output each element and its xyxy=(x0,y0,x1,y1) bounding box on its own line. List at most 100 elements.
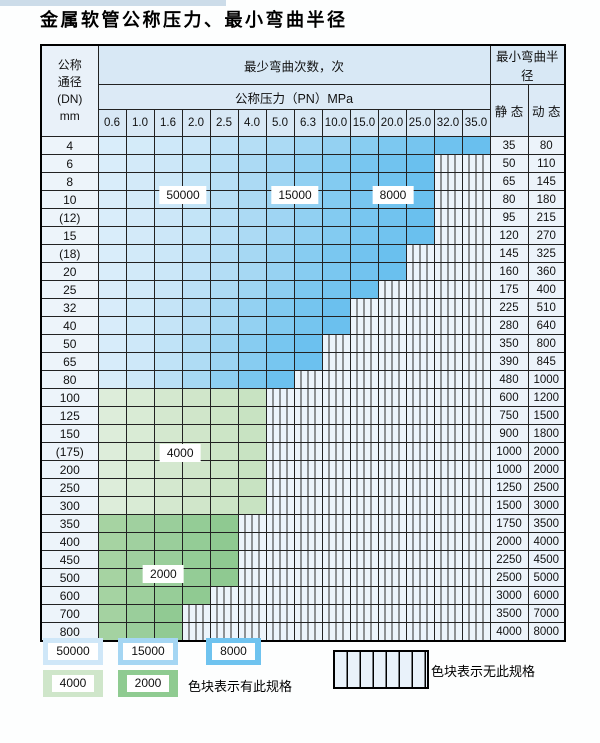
no-spec-cell xyxy=(461,550,491,569)
no-spec-cell xyxy=(433,154,463,173)
no-spec-cell xyxy=(377,406,407,425)
table-row: 40 280 640 xyxy=(40,316,566,335)
static-radius-value: 3000 xyxy=(489,586,529,605)
spec-available-cell xyxy=(181,280,211,299)
spec-available-cell xyxy=(97,622,127,642)
no-spec-cell xyxy=(349,442,379,461)
spec-available-cell xyxy=(125,334,155,353)
spec-available-cell xyxy=(377,154,407,173)
spec-available-cell xyxy=(125,298,155,317)
static-column-header: 静 态 xyxy=(489,84,529,137)
spec-available-cell xyxy=(97,460,127,479)
no-spec-cell xyxy=(377,460,407,479)
no-spec-cell xyxy=(265,586,295,605)
spec-available-cell xyxy=(237,370,267,389)
no-spec-cell xyxy=(265,622,295,642)
table-row: 500 2500 5000 xyxy=(40,568,566,587)
no-spec-cell xyxy=(405,442,435,461)
static-radius-value: 80 xyxy=(489,190,529,209)
no-spec-cell xyxy=(293,460,323,479)
spec-available-cell xyxy=(125,388,155,407)
no-spec-cell xyxy=(405,334,435,353)
spec-available-cell xyxy=(265,136,295,155)
pressure-col-header: 15.0 xyxy=(349,109,379,137)
spec-available-cell xyxy=(293,280,323,299)
spec-available-cell xyxy=(97,568,127,587)
dn-cell: 80 xyxy=(40,370,99,389)
spec-available-cell xyxy=(153,406,183,425)
spec-available-cell xyxy=(153,334,183,353)
spec-available-cell xyxy=(181,424,211,443)
no-spec-cell xyxy=(461,604,491,623)
no-spec-cell xyxy=(433,316,463,335)
spec-available-cell xyxy=(181,154,211,173)
pressure-col-header: 6.3 xyxy=(293,109,323,137)
spec-available-cell xyxy=(97,388,127,407)
spec-available-cell xyxy=(265,280,295,299)
spec-available-cell xyxy=(265,334,295,353)
spec-available-cell xyxy=(97,316,127,335)
no-spec-cell xyxy=(377,514,407,533)
dn-cell: 4 xyxy=(40,136,99,155)
no-spec-cell xyxy=(321,586,351,605)
no-spec-cell xyxy=(461,334,491,353)
spec-available-cell xyxy=(125,442,155,461)
dynamic-radius-value: 4500 xyxy=(527,550,566,569)
no-spec-cell xyxy=(405,532,435,551)
spec-available-cell xyxy=(181,334,211,353)
spec-available-cell xyxy=(153,298,183,317)
spec-available-cell xyxy=(209,352,239,371)
table-row: 300 1500 3000 xyxy=(40,496,566,515)
legend-has-spec-note: 色块表示有此规格 xyxy=(188,679,293,694)
static-radius-value: 1250 xyxy=(489,478,529,497)
no-spec-cell xyxy=(433,352,463,371)
no-spec-cell xyxy=(321,514,351,533)
no-spec-cell xyxy=(377,622,407,642)
spec-available-cell xyxy=(209,172,239,191)
dn-header-line: 通径 xyxy=(57,75,82,89)
no-spec-cell xyxy=(265,496,295,515)
spec-available-cell xyxy=(125,280,155,299)
spec-available-cell xyxy=(181,262,211,281)
no-spec-cell xyxy=(293,550,323,569)
dynamic-radius-value: 5000 xyxy=(527,568,566,587)
dn-cell: 32 xyxy=(40,298,99,317)
spec-available-cell xyxy=(181,478,211,497)
spec-available-cell xyxy=(181,136,211,155)
spec-available-cell xyxy=(237,190,267,209)
no-spec-cell xyxy=(237,550,267,569)
spec-available-cell xyxy=(209,532,239,551)
spec-available-cell xyxy=(237,172,267,191)
no-spec-cell xyxy=(461,460,491,479)
spec-available-cell xyxy=(97,298,127,317)
dynamic-radius-value: 180 xyxy=(527,190,566,209)
no-spec-cell xyxy=(321,568,351,587)
spec-available-cell xyxy=(209,568,239,587)
spec-table-wrap: 公称 通径 (DN) mm 最少弯曲次数，次 最小弯曲半径 公称压力（PN）MP… xyxy=(40,44,566,642)
no-spec-cell xyxy=(405,514,435,533)
spec-available-cell xyxy=(209,262,239,281)
no-spec-cell xyxy=(433,586,463,605)
spec-available-cell xyxy=(237,496,267,515)
no-spec-cell xyxy=(349,370,379,389)
radius-header: 最小弯曲半径 xyxy=(489,44,566,85)
no-spec-cell xyxy=(461,316,491,335)
spec-available-cell xyxy=(237,460,267,479)
no-spec-cell xyxy=(461,262,491,281)
dynamic-radius-value: 80 xyxy=(527,136,566,155)
dn-cell: (12) xyxy=(40,208,99,227)
no-spec-cell xyxy=(461,388,491,407)
no-spec-cell xyxy=(293,424,323,443)
no-spec-cell xyxy=(377,550,407,569)
pressure-col-header: 5.0 xyxy=(265,109,295,137)
no-spec-cell xyxy=(433,226,463,245)
table-row: 20 160 360 xyxy=(40,262,566,281)
static-radius-value: 350 xyxy=(489,334,529,353)
spec-available-cell xyxy=(181,388,211,407)
dn-cell: 15 xyxy=(40,226,99,245)
spec-available-cell xyxy=(97,514,127,533)
static-radius-value: 35 xyxy=(489,136,529,155)
no-spec-cell xyxy=(237,568,267,587)
no-spec-cell xyxy=(377,370,407,389)
no-spec-cell xyxy=(377,478,407,497)
